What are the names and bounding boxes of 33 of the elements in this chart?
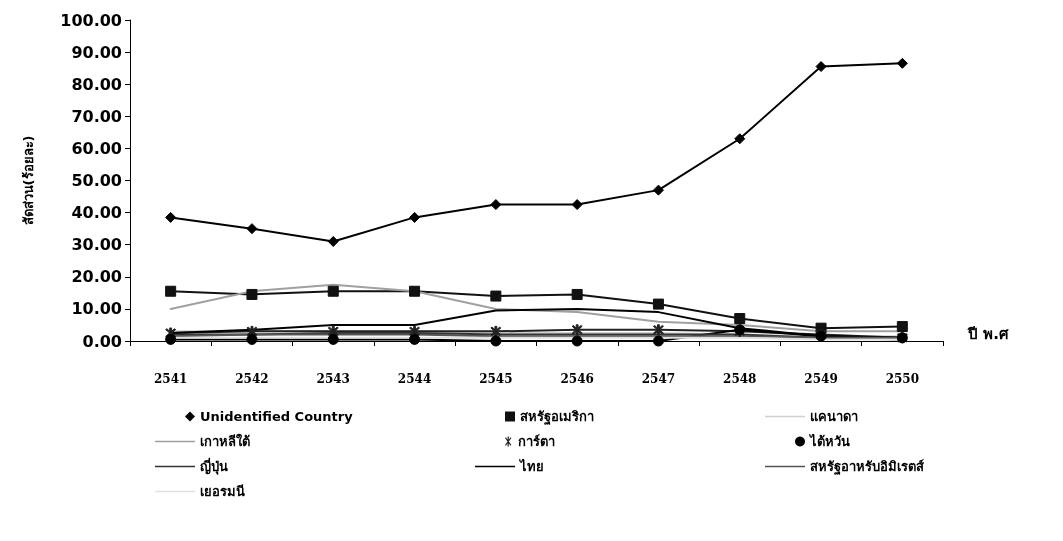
x-tick-label: 2546: [560, 372, 594, 386]
x-tick-label: 2547: [641, 372, 676, 386]
x-tick-label: 2543: [316, 372, 350, 386]
y-tick-label: 90.00: [71, 42, 122, 62]
legend-label: สหรัฐอเมริกา: [520, 409, 594, 426]
x-tick-label: 2544: [397, 372, 432, 386]
y-tick-label: 100.00: [60, 10, 122, 30]
legend-label: แคนาดา: [810, 409, 858, 424]
legend-label: การ์ตา: [518, 434, 556, 449]
y-tick-label: 40.00: [71, 203, 122, 223]
y-tick-label: 60.00: [71, 138, 122, 158]
y-tick-label: 0.00: [82, 331, 122, 351]
legend-label: เยอรมนี: [200, 484, 245, 499]
x-tick-label: 2541: [153, 372, 188, 386]
legend-label: สหรัฐอาหรับอิมิเรตส์: [810, 459, 924, 476]
y-axis-title: สัดส่วน(ร้อยละ): [21, 135, 36, 226]
legend-label: ไทย: [518, 458, 544, 474]
legend-label: ญี่ปุ่น: [200, 457, 228, 475]
y-tick-label: 70.00: [71, 106, 122, 126]
y-tick-label: 30.00: [71, 235, 122, 255]
x-tick-label: 2542: [235, 372, 269, 386]
legend-label: ไต้หวัน: [808, 433, 850, 449]
x-tick-label: 2550: [885, 372, 920, 386]
x-tick-label: 2545: [479, 372, 513, 386]
x-tick-label: 2549: [804, 372, 838, 386]
legend-label: Unidentified Country: [200, 409, 354, 424]
legend-label: เกาหลีใต้: [200, 433, 250, 449]
x-axis-title: ปี พ.ศ: [967, 324, 1009, 343]
y-tick-label: 80.00: [71, 74, 122, 94]
y-tick-label: 10.00: [71, 299, 122, 319]
y-tick-label: 50.00: [71, 171, 122, 190]
y-tick-label: 20.00: [71, 267, 122, 287]
x-tick-label: 2548: [723, 372, 757, 386]
